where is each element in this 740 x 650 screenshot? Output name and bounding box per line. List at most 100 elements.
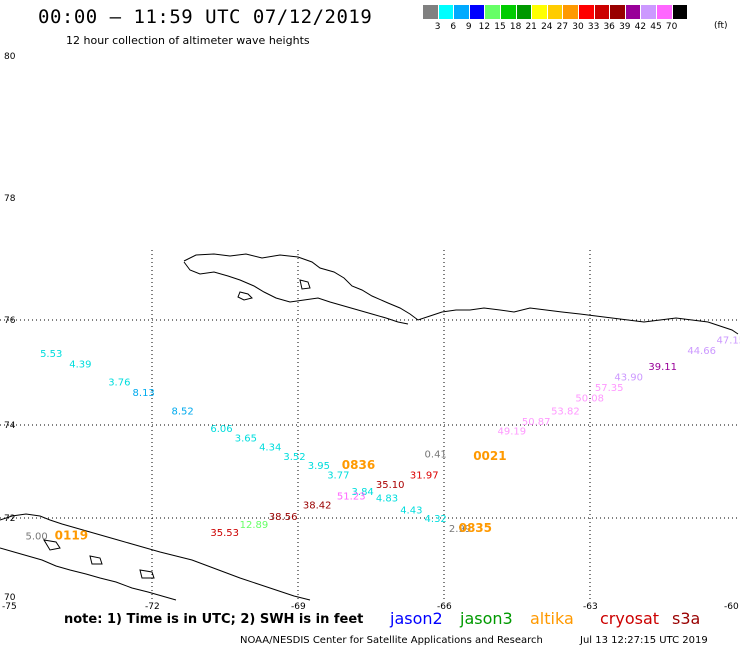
color-scale-tick: 6 bbox=[450, 22, 457, 32]
color-swatch bbox=[546, 5, 563, 19]
color-swatch bbox=[609, 5, 625, 19]
lat-label-78: 78 bbox=[4, 194, 16, 204]
wave-height-value: 53.82 bbox=[551, 407, 580, 418]
satellite-cryosat: cryosat bbox=[600, 609, 660, 628]
wave-height-value: 3.65 bbox=[235, 433, 257, 444]
color-swatch bbox=[484, 5, 500, 19]
wave-height-value: 3.95 bbox=[308, 461, 330, 472]
satellite-s3a: s3a bbox=[672, 609, 701, 628]
wave-height-value: 4.34 bbox=[259, 443, 281, 454]
wave-height-value: 35.10 bbox=[376, 480, 405, 491]
pass-time-labels: 0836 0021 0835 0119 bbox=[55, 449, 507, 543]
color-swatch bbox=[624, 5, 641, 19]
graticule bbox=[0, 250, 740, 600]
map-subtitle: 12 hour collection of altimeter wave hei… bbox=[66, 34, 310, 47]
color-scale-labels: 3 6 9 12 15 18 21 24 27 30 33 36 39 42 45 70 bbox=[422, 22, 740, 34]
lat-label-70: 70 bbox=[4, 593, 16, 603]
color-swatch bbox=[499, 5, 516, 19]
wave-height-value: 31.97 bbox=[410, 470, 439, 481]
greenland-coast bbox=[183, 253, 739, 335]
color-scale-tick: 39 bbox=[619, 22, 631, 32]
wave-height-value: 4.43 bbox=[400, 505, 422, 516]
lon-label-66: -66 bbox=[437, 602, 452, 612]
color-swatch bbox=[437, 5, 454, 19]
color-scale-tick: 9 bbox=[465, 22, 472, 32]
wave-height-value: 38.56 bbox=[269, 512, 298, 523]
pass-time-label: 0836 bbox=[342, 458, 375, 472]
satellite-jason3: jason3 bbox=[460, 609, 513, 628]
wave-height-value: 38.42 bbox=[303, 501, 332, 512]
color-scale-unit: (ft) bbox=[714, 21, 728, 31]
wave-height-value: 5.00 bbox=[25, 532, 47, 543]
wave-height-value: 4.39 bbox=[69, 359, 91, 370]
color-scale-tick: 30 bbox=[572, 22, 584, 32]
satellite-altika: altika bbox=[530, 609, 574, 628]
wave-height-value: 8.13 bbox=[133, 388, 155, 399]
lat-label-76: 76 bbox=[4, 316, 16, 326]
island-1 bbox=[237, 291, 253, 301]
color-scale-tick: 21 bbox=[525, 22, 537, 32]
wave-height-value: 4.83 bbox=[376, 494, 398, 505]
lon-label-72: -72 bbox=[145, 602, 160, 612]
color-swatch bbox=[515, 5, 532, 19]
color-scale-tick: 27 bbox=[556, 22, 569, 32]
greenland-inner-coast bbox=[183, 261, 409, 325]
generated-timestamp: Jul 13 12:27:15 UTC 2019 bbox=[580, 635, 708, 646]
color-scale-bar bbox=[422, 5, 688, 19]
island-2 bbox=[299, 279, 311, 290]
wave-height-value: 3.77 bbox=[327, 470, 349, 481]
lat-axis-labels: 80 78 76 74 72 70 bbox=[4, 52, 16, 603]
wave-height-value: 4.32 bbox=[425, 514, 447, 525]
wave-height-value: 35.53 bbox=[210, 528, 239, 539]
color-scale-tick: 70 bbox=[665, 22, 678, 32]
color-swatch bbox=[671, 5, 688, 19]
footer-note: note: 1) Time is in UTC; 2) SWH is in fe… bbox=[64, 612, 364, 627]
color-scale-tick: 12 bbox=[478, 22, 491, 32]
wave-height-value: 50.08 bbox=[575, 393, 604, 404]
wave-height-value: 3.52 bbox=[283, 452, 305, 463]
wave-height-value: 8.52 bbox=[171, 407, 193, 418]
color-swatch bbox=[640, 5, 656, 19]
pass-time-label: 0119 bbox=[55, 529, 88, 543]
wave-height-value: 39.11 bbox=[648, 362, 677, 373]
lat-label-80: 80 bbox=[4, 52, 16, 62]
lon-label-75: -75 bbox=[2, 602, 17, 612]
color-swatch bbox=[468, 5, 485, 19]
wave-height-value: 2.99 bbox=[449, 524, 471, 535]
color-swatch bbox=[655, 5, 672, 19]
lon-label-60: -60 bbox=[724, 602, 739, 612]
lat-label-74: 74 bbox=[4, 421, 16, 431]
wave-height-value: 49.19 bbox=[498, 426, 527, 437]
wave-height-value: 44.66 bbox=[687, 346, 716, 357]
color-swatch bbox=[562, 5, 578, 19]
coastline bbox=[0, 253, 739, 601]
color-swatch bbox=[453, 5, 469, 19]
color-scale-tick: 18 bbox=[509, 22, 522, 32]
color-swatch bbox=[531, 5, 547, 19]
color-scale-tick: 42 bbox=[634, 22, 647, 32]
color-swatch bbox=[577, 5, 594, 19]
color-swatch bbox=[593, 5, 610, 19]
color-scale-tick: 45 bbox=[650, 22, 662, 32]
wave-height-value: 51.23 bbox=[337, 491, 366, 502]
wave-height-value: 3.76 bbox=[108, 378, 130, 389]
pass-time-label: 0835 bbox=[459, 521, 492, 535]
wave-height-value: 0.41 bbox=[425, 450, 447, 461]
wave-height-value: 43.90 bbox=[614, 372, 643, 383]
satellite-jason2: jason2 bbox=[390, 609, 443, 628]
lat-label-72: 72 bbox=[4, 514, 15, 524]
baffin-island-bits bbox=[43, 539, 155, 579]
wave-height-value: 47.15 bbox=[717, 336, 740, 347]
wave-height-value: 3.84 bbox=[352, 487, 374, 498]
wave-height-value: 6.06 bbox=[210, 424, 232, 435]
color-scale-tick: 15 bbox=[494, 22, 506, 32]
wave-height-value: 57.35 bbox=[595, 383, 624, 394]
wave-height-observations: 5.53 4.39 3.768.13 8.52 6.063.654.343.523.95… bbox=[25, 336, 740, 543]
wave-height-value: 50.87 bbox=[522, 417, 551, 428]
color-scale-tick: 3 bbox=[434, 22, 441, 32]
lon-label-63: -63 bbox=[583, 602, 598, 612]
wave-height-value: 12.89 bbox=[240, 520, 269, 531]
lon-axis-labels: -75 -72 -69 -66 -63 -60 bbox=[2, 602, 739, 612]
color-swatch bbox=[422, 5, 438, 19]
